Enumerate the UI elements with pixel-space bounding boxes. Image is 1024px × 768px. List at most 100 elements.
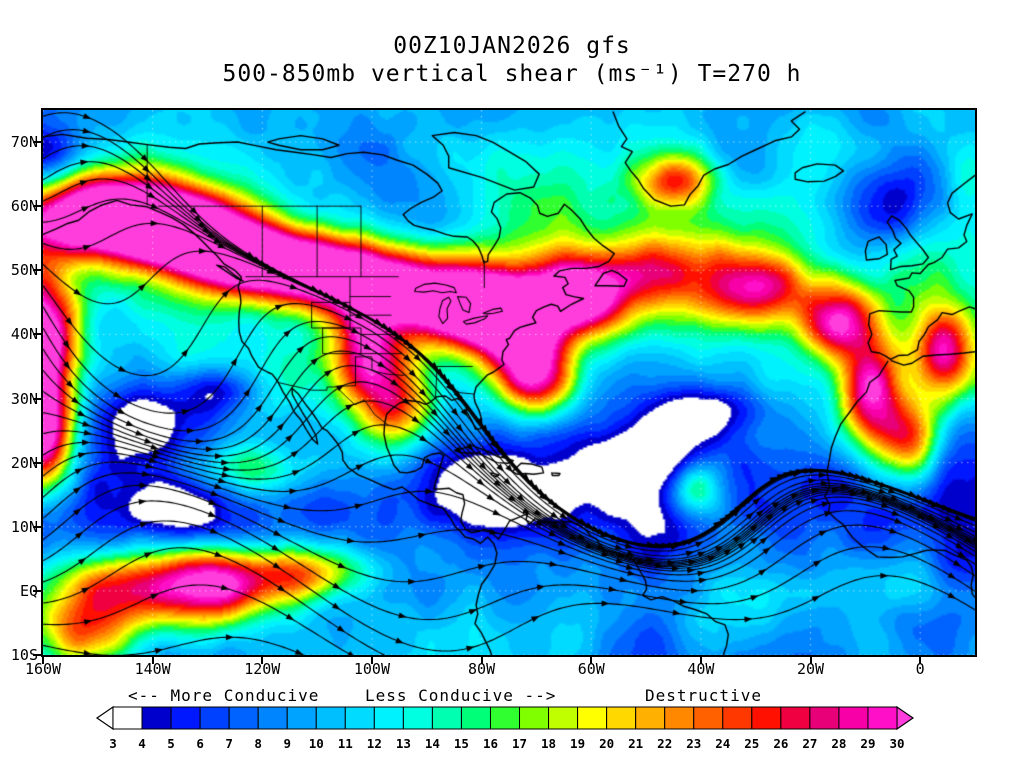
lat-tick-label: 50N <box>10 261 38 280</box>
colorbar-tick-label: 13 <box>396 736 411 751</box>
colorbar-bin <box>867 706 898 730</box>
colorbar-tick-label: 8 <box>254 736 262 751</box>
colorbar: 3 4 5 6 7 8 9 10 11 12 13 14 15 16 17 18 19 20 21 22 23 24 25 2… <box>95 705 915 751</box>
map-frame <box>41 108 977 657</box>
colorbar-tick-label: 7 <box>225 736 233 751</box>
colorbar-bin <box>664 706 695 730</box>
lon-tick-label: 0 <box>915 660 925 678</box>
colorbar-bin <box>344 706 375 730</box>
colorbar-under-arrow <box>95 705 114 731</box>
axis-tick <box>33 589 41 592</box>
colorbar-bin <box>431 706 462 730</box>
colorbar-bin <box>489 706 521 730</box>
colorbar-tick-label: 19 <box>570 736 585 751</box>
axis-tick <box>590 657 593 664</box>
colorbar-tick-label: 3 <box>109 736 117 751</box>
axis-tick <box>33 654 41 656</box>
colorbar-tick-label: 9 <box>283 736 291 751</box>
lat-tick-label: 10S <box>10 646 38 664</box>
colorbar-tick-label: 23 <box>686 736 701 751</box>
colorbar-bin <box>606 706 637 730</box>
axis-tick <box>151 657 154 664</box>
colorbar-tick-label: 24 <box>715 736 730 751</box>
colorbar-bin <box>315 706 346 730</box>
colorbar-bin <box>373 706 404 730</box>
colorbar-bin <box>112 706 143 730</box>
axis-tick <box>919 657 922 664</box>
colorbar-tick-label: 28 <box>831 736 846 751</box>
shear-map-canvas <box>43 110 975 655</box>
colorbar-tick-label: 11 <box>338 736 353 751</box>
colorbar-bin <box>780 706 811 730</box>
axis-tick <box>42 657 44 664</box>
axis-tick <box>33 397 41 400</box>
plot-title-line1: 00Z10JAN2026 gfs <box>393 33 631 59</box>
lat-tick-label: 40N <box>10 325 38 344</box>
legend-less-conducive: Less Conducive --> <box>365 686 557 705</box>
colorbar-bin <box>838 706 869 730</box>
colorbar-bin <box>519 706 550 730</box>
lat-tick-label: 10N <box>10 517 38 536</box>
colorbar-bin <box>460 706 491 730</box>
colorbar-tick-label: 18 <box>541 736 556 751</box>
colorbar-tick-label: 27 <box>802 736 817 751</box>
lon-tick-label: 20W <box>796 660 825 678</box>
colorbar-tick-label: 29 <box>860 736 875 751</box>
colorbar-over-arrow <box>896 705 915 731</box>
colorbar-tick-label: 21 <box>628 736 643 751</box>
colorbar-tick-label: 5 <box>167 736 175 751</box>
colorbar-tick-label: 10 <box>309 736 324 751</box>
colorbar-tick-label: 6 <box>196 736 204 751</box>
axis-tick <box>33 525 41 528</box>
colorbar-tick-label: 22 <box>657 736 672 751</box>
colorbar-bin <box>577 706 608 730</box>
axis-tick <box>480 657 483 664</box>
axis-tick <box>370 657 373 664</box>
colorbar-tick-label: 4 <box>138 736 146 751</box>
colorbar-tick-label: 17 <box>512 736 527 751</box>
colorbar-bin <box>548 706 579 730</box>
axis-tick <box>33 141 41 144</box>
colorbar-bin <box>286 706 317 730</box>
colorbar-tick-label: 25 <box>744 736 759 751</box>
colorbar-bin <box>228 706 259 730</box>
lat-tick-label: 60N <box>10 197 38 216</box>
lon-tick-label: 140W <box>134 660 171 678</box>
colorbar-tick-label: 20 <box>599 736 614 751</box>
lat-tick-label: 70N <box>10 133 38 152</box>
lon-tick-label: 100W <box>353 660 390 678</box>
colorbar-bin <box>141 706 172 730</box>
legend-more-conducive: <-- More Conducive <box>128 686 320 705</box>
axis-tick <box>33 333 41 336</box>
lon-tick-label: 80W <box>468 660 496 678</box>
colorbar-tick-label: 26 <box>773 736 788 751</box>
colorbar-bin <box>809 706 840 730</box>
axis-tick <box>699 657 702 664</box>
axis-tick <box>33 269 41 272</box>
lat-tick-label: EQ <box>19 581 38 600</box>
colorbar-tick-label: 16 <box>483 736 498 751</box>
axis-tick <box>33 461 41 464</box>
lon-tick-label: 160W <box>24 660 62 678</box>
colorbar-tick-label: 15 <box>454 736 469 751</box>
colorbar-bin <box>693 706 724 730</box>
plot-title-line2: 500-850mb vertical shear (ms⁻¹) T=270 h <box>222 61 802 87</box>
colorbar-bin <box>722 706 753 730</box>
colorbar-bin <box>170 706 201 730</box>
legend-destructive: Destructive <box>645 686 762 705</box>
colorbar-bin <box>402 706 433 730</box>
axis-tick <box>33 205 41 208</box>
axis-tick <box>809 657 812 664</box>
axis-tick <box>261 657 264 664</box>
lat-tick-label: 30N <box>10 389 38 408</box>
colorbar-tick-label: 12 <box>367 736 382 751</box>
colorbar-bin <box>257 706 288 730</box>
lon-tick-label: 40W <box>687 660 715 678</box>
colorbar-tick-label: 30 <box>889 736 904 751</box>
lat-tick-label: 20N <box>10 453 38 472</box>
lon-tick-label: 60W <box>577 660 605 678</box>
colorbar-bin <box>635 706 666 730</box>
lon-tick-label: 120W <box>244 660 281 678</box>
colorbar-bin <box>199 706 230 730</box>
colorbar-tick-label: 14 <box>425 736 440 751</box>
